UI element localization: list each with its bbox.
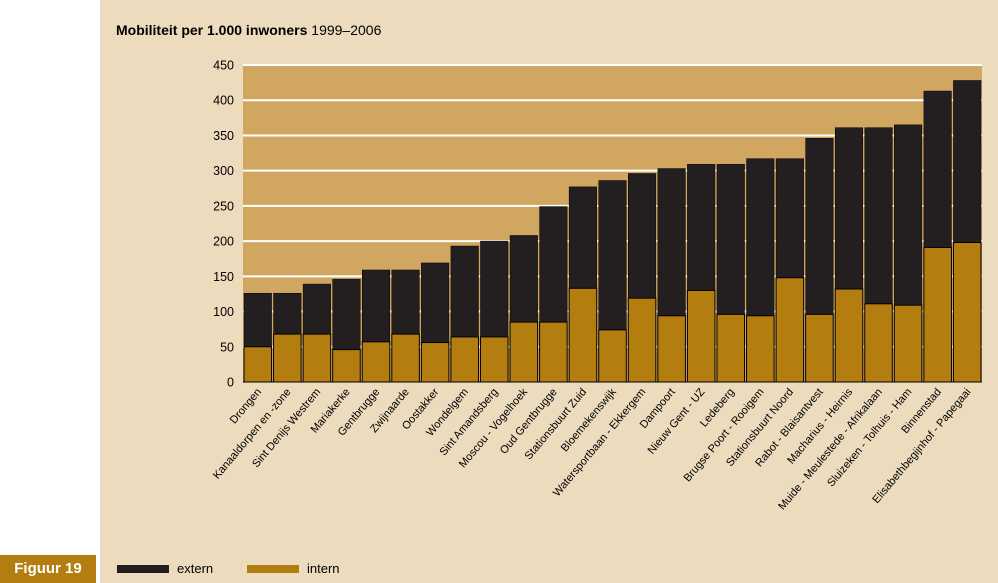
- y-tick-label: 200: [213, 235, 234, 249]
- bar-intern: [627, 297, 657, 383]
- chart-title: Mobiliteit per 1.000 inwoners 1999–2006: [116, 22, 381, 38]
- bar-intern: [420, 342, 450, 383]
- bar-extern: [421, 262, 450, 343]
- y-tick-label: 50: [220, 340, 234, 354]
- y-tick-label: 300: [213, 164, 234, 178]
- bar-extern: [480, 240, 509, 338]
- bar-intern: [952, 242, 982, 383]
- bar-extern: [923, 90, 952, 248]
- bar-extern: [628, 173, 657, 299]
- bar-intern: [361, 341, 391, 383]
- bar-extern: [894, 124, 923, 306]
- bar-intern: [568, 287, 598, 383]
- bar-intern: [539, 321, 568, 383]
- legend-label-intern: intern: [307, 561, 340, 576]
- bar-extern: [864, 127, 893, 305]
- bar-extern: [716, 164, 745, 315]
- y-tick-label: 350: [213, 129, 234, 143]
- bar-intern: [391, 333, 420, 383]
- bar-intern: [450, 336, 479, 383]
- bar-intern: [479, 336, 509, 383]
- bar-intern: [893, 304, 923, 383]
- y-tick-label: 100: [213, 305, 234, 319]
- y-tick-label: 150: [213, 270, 234, 284]
- bar-extern: [361, 269, 391, 343]
- bar-intern: [864, 303, 893, 383]
- y-tick-label: 450: [213, 59, 234, 73]
- bar-extern: [243, 292, 272, 348]
- bar-intern: [834, 288, 864, 383]
- bar-intern: [805, 313, 834, 383]
- bar-extern: [805, 138, 834, 315]
- legend-label-extern: extern: [177, 561, 214, 576]
- bar-extern: [391, 269, 420, 335]
- bar-extern: [953, 80, 982, 243]
- y-tick-label: 250: [213, 199, 234, 213]
- bar-intern: [716, 313, 746, 383]
- bar-extern: [598, 180, 627, 331]
- bar-extern: [302, 283, 331, 335]
- bar-intern: [273, 333, 302, 383]
- bar-intern: [775, 277, 805, 383]
- bar-extern: [450, 245, 479, 338]
- bar-extern: [834, 127, 864, 290]
- bar-intern: [243, 346, 273, 383]
- bar-intern: [598, 329, 627, 383]
- y-tick-label: 400: [213, 94, 234, 108]
- bar-extern: [657, 168, 686, 317]
- bar-extern: [568, 186, 597, 289]
- bar-extern: [775, 158, 804, 278]
- bar-intern: [332, 349, 361, 383]
- figure-label: Figuur 19: [0, 555, 96, 583]
- legend-swatch-intern: [247, 565, 299, 573]
- y-tick-label: 0: [227, 376, 234, 390]
- bar-extern: [509, 235, 538, 323]
- chart-title-main: Mobiliteit per 1.000 inwoners: [116, 22, 308, 38]
- bar-extern: [332, 278, 361, 350]
- bar-intern: [302, 333, 332, 383]
- bar-extern: [746, 158, 775, 317]
- bar-extern: [687, 164, 716, 291]
- chart-title-period: 1999–2006: [311, 22, 382, 38]
- bar-extern: [539, 206, 568, 323]
- bar-intern: [657, 315, 686, 383]
- bar-intern: [509, 321, 539, 383]
- bar-extern: [273, 292, 302, 335]
- bar-intern: [686, 289, 716, 383]
- legend-swatch-extern: [117, 565, 169, 573]
- bar-intern: [923, 246, 952, 383]
- bar-intern: [746, 315, 775, 383]
